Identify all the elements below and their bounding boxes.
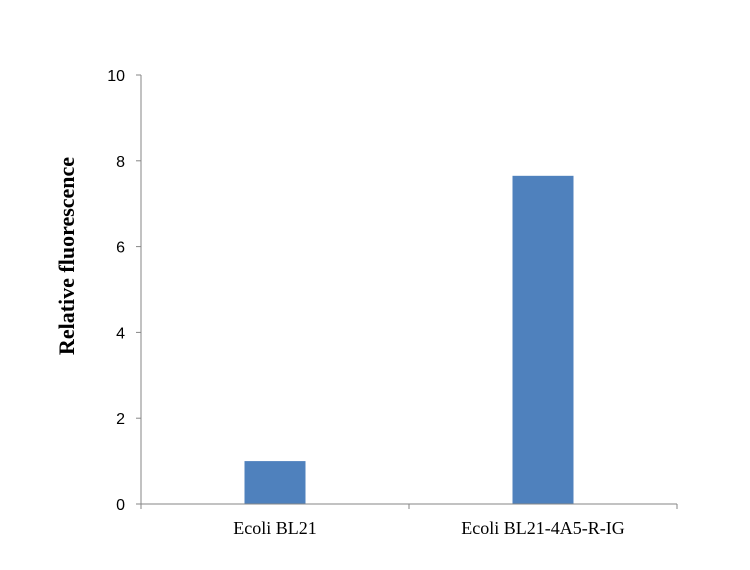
x-tick-label: Ecoli BL21 — [233, 518, 317, 538]
y-tick-label: 10 — [107, 68, 125, 85]
y-tick-label: 0 — [116, 497, 125, 514]
y-axis-ticks: 0 2 4 6 8 10 — [107, 68, 141, 514]
y-tick-label: 2 — [116, 411, 125, 428]
bar — [244, 461, 306, 504]
y-axis-title: Relative fluorescence — [54, 157, 79, 355]
x-axis — [140, 503, 678, 509]
x-tick-label: Ecoli BL21-4A5-R-IG — [461, 518, 624, 538]
y-tick-label: 4 — [116, 325, 125, 342]
bar — [512, 175, 574, 504]
bars — [244, 175, 574, 504]
y-tick-label: 6 — [116, 240, 125, 257]
y-tick-label: 8 — [116, 154, 125, 171]
x-axis-labels: Ecoli BL21 Ecoli BL21-4A5-R-IG — [233, 518, 624, 538]
